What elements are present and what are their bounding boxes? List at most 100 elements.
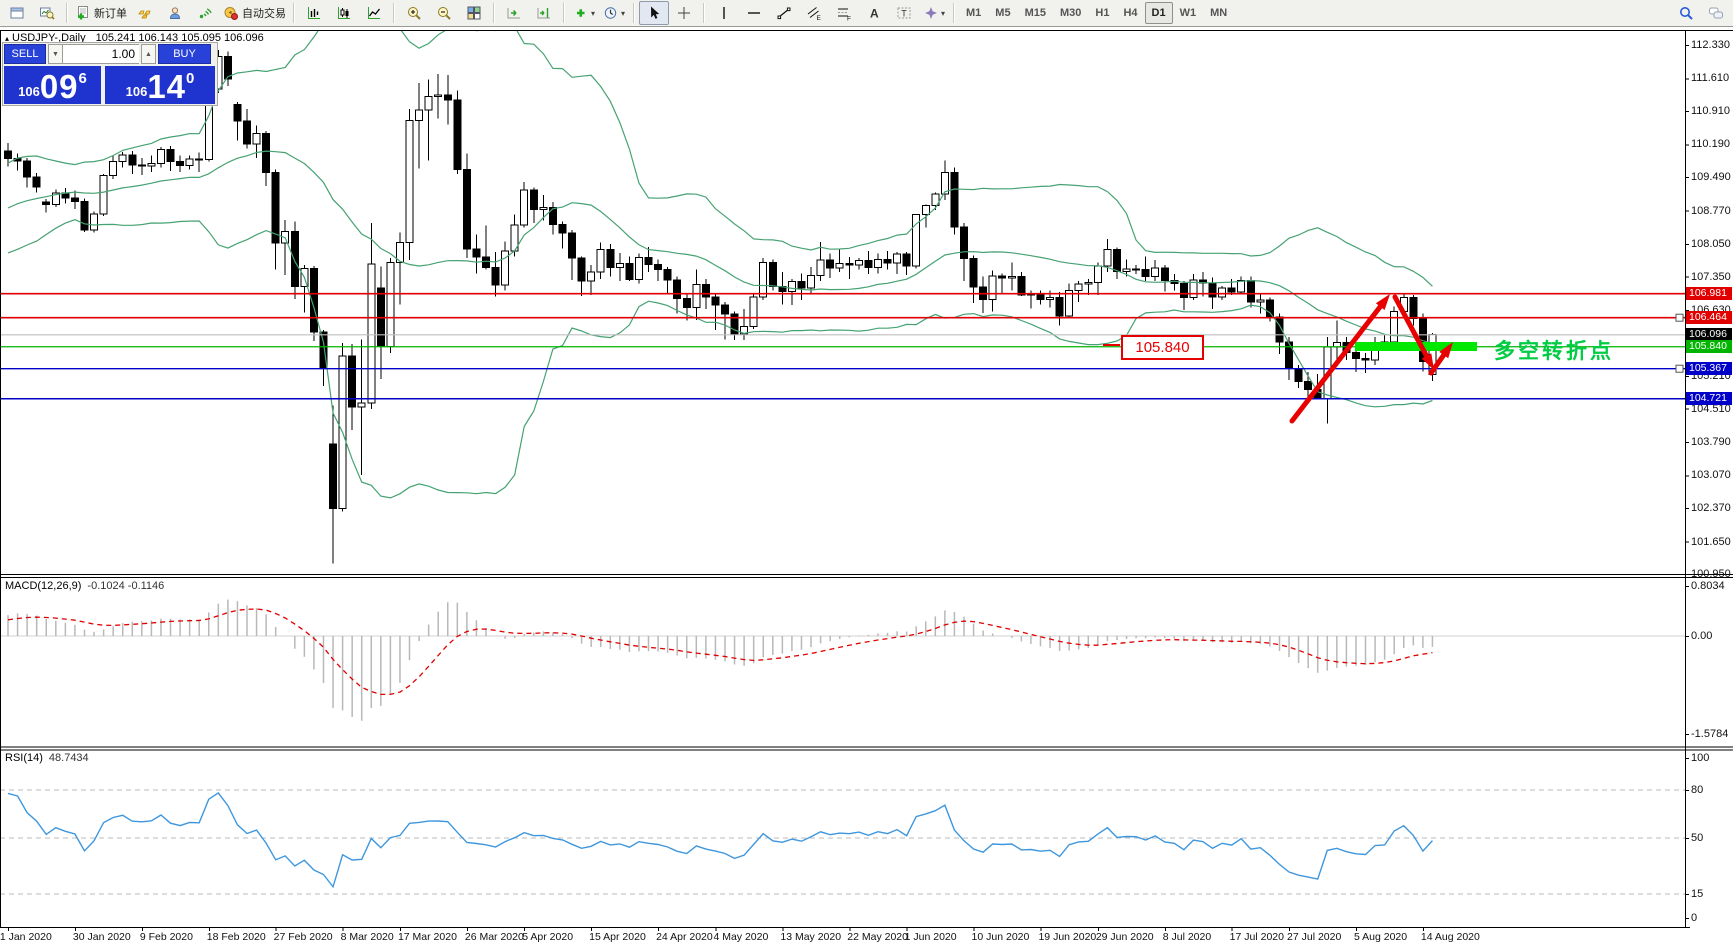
timeframe-m30-button[interactable]: M30: [1059, 7, 1082, 19]
hline-button[interactable]: [739, 1, 769, 25]
volume-input[interactable]: [63, 44, 139, 64]
candle-body: [1361, 357, 1370, 361]
candlestick-chart-button[interactable]: [329, 1, 359, 25]
chevron-down-icon: ▾: [940, 8, 945, 18]
bid-price-button[interactable]: 106 09 6: [4, 66, 101, 104]
profile-button[interactable]: [160, 1, 190, 25]
search-button[interactable]: [1671, 1, 1701, 25]
candle-body: [950, 171, 959, 228]
toolbar-button-label: 自动交易: [242, 8, 286, 20]
timeframe-h1-button[interactable]: H1: [1095, 7, 1110, 19]
timeframe-d1-button[interactable]: D1: [1144, 2, 1173, 24]
new-order-button[interactable]: 新订单: [72, 1, 130, 25]
volume-increase-button[interactable]: ▲: [141, 44, 156, 64]
candle-body: [1208, 282, 1217, 298]
crosshair-button[interactable]: [669, 1, 699, 25]
timeframe-mn-button[interactable]: MN: [1210, 7, 1228, 19]
shapes-icon: [924, 7, 937, 19]
trend-arrow-1[interactable]: [1289, 298, 1388, 424]
timeframe-h4-button[interactable]: H4: [1123, 7, 1138, 19]
gold-button[interactable]: [130, 1, 160, 25]
candle-body: [1132, 268, 1141, 271]
macd-pane[interactable]: [0, 599, 1685, 721]
price-line-badge-105.367: 105.367: [1686, 362, 1732, 376]
channel-button[interactable]: E: [799, 1, 829, 25]
price-tick-label: 103.070: [1691, 469, 1731, 482]
bar-chart-button[interactable]: [299, 1, 329, 25]
timeframe-m5-button[interactable]: M5: [995, 7, 1011, 19]
candle-body: [1246, 280, 1255, 303]
autotrading-button[interactable]: 自动交易: [220, 1, 289, 25]
window-button[interactable]: [2, 1, 32, 25]
candle-body: [1141, 269, 1150, 278]
sell-button[interactable]: SELL: [4, 44, 46, 64]
cursor-button[interactable]: [639, 1, 669, 25]
date-axis-label: 26 Mar 2020: [464, 931, 524, 943]
chart-shift-button[interactable]: [529, 1, 559, 25]
preview-button[interactable]: [32, 1, 62, 25]
bid-pip-digit: 6: [78, 70, 87, 87]
auto-scroll-button[interactable]: [499, 1, 529, 25]
date-axis-label: 13 May 2020: [780, 931, 842, 943]
chevron-down-icon: ▾: [620, 8, 625, 18]
candle-body: [195, 158, 204, 161]
trend-arrow-2[interactable]: [1392, 294, 1433, 365]
candle-body: [826, 259, 835, 269]
volume-decrease-button[interactable]: ▼: [48, 44, 63, 64]
candle-body: [644, 256, 653, 265]
candle-body: [730, 313, 739, 335]
chat-button[interactable]: [1701, 1, 1731, 25]
candle-body: [787, 281, 796, 292]
chevron-down-icon: ▾: [590, 8, 595, 18]
price-pane[interactable]: [0, 0, 1685, 564]
candle-body: [807, 275, 816, 289]
zoom-out-button[interactable]: [429, 1, 459, 25]
tile-windows-button[interactable]: [459, 1, 489, 25]
price-callout-box[interactable]: 105.840: [1121, 335, 1204, 360]
toolbar-separator: [703, 3, 705, 23]
gold-icon: [138, 10, 151, 19]
trendline-button[interactable]: [769, 1, 799, 25]
candle-body: [99, 175, 108, 215]
candle-body: [883, 258, 892, 264]
timeframe-m1-button[interactable]: M1: [966, 7, 982, 19]
candle-body: [1218, 287, 1227, 298]
line-handle[interactable]: [1675, 313, 1684, 322]
text-button[interactable]: A: [859, 1, 889, 25]
svg-text:F: F: [847, 16, 851, 22]
macd-signal-line: [7, 608, 1433, 696]
candle-body: [1285, 341, 1294, 370]
add-indicator-button[interactable]: ▾: [569, 1, 599, 25]
candle-body: [1046, 296, 1055, 300]
new-order-icon: [78, 6, 88, 20]
timeframe-w1-button[interactable]: W1: [1179, 7, 1197, 19]
shapes-button[interactable]: ▾: [919, 1, 949, 25]
fibonacci-button[interactable]: F: [829, 1, 859, 25]
buy-button[interactable]: BUY: [158, 44, 211, 64]
candle-body: [816, 259, 825, 277]
candle-body: [988, 275, 997, 300]
ask-price-button[interactable]: 106 14 0: [105, 66, 215, 104]
line-chart-button[interactable]: [359, 1, 389, 25]
timeframe-m15-button[interactable]: M15: [1024, 7, 1046, 19]
macd-name: MACD(12,26,9): [5, 580, 82, 592]
candle-body: [357, 402, 366, 408]
green-highlight-bar[interactable]: [1355, 342, 1477, 351]
signal-button[interactable]: [190, 1, 220, 25]
turning-point-annotation[interactable]: 多空转折点: [1494, 340, 1614, 363]
vline-button[interactable]: [709, 1, 739, 25]
periods-button[interactable]: ▾: [599, 1, 629, 25]
candle-body: [90, 213, 99, 231]
rsi-value: 48.7434: [48, 752, 89, 764]
line-handle[interactable]: [1675, 364, 1684, 373]
zoom-in-button[interactable]: [399, 1, 429, 25]
label-button[interactable]: T: [889, 1, 919, 25]
rsi-pane[interactable]: [0, 789, 1685, 895]
candle-body: [548, 206, 557, 225]
candle-body: [711, 296, 720, 306]
bollinger-lower-band: [7, 219, 1433, 499]
candle-body: [1189, 279, 1198, 298]
rsi-axis-label: 0: [1691, 912, 1698, 924]
